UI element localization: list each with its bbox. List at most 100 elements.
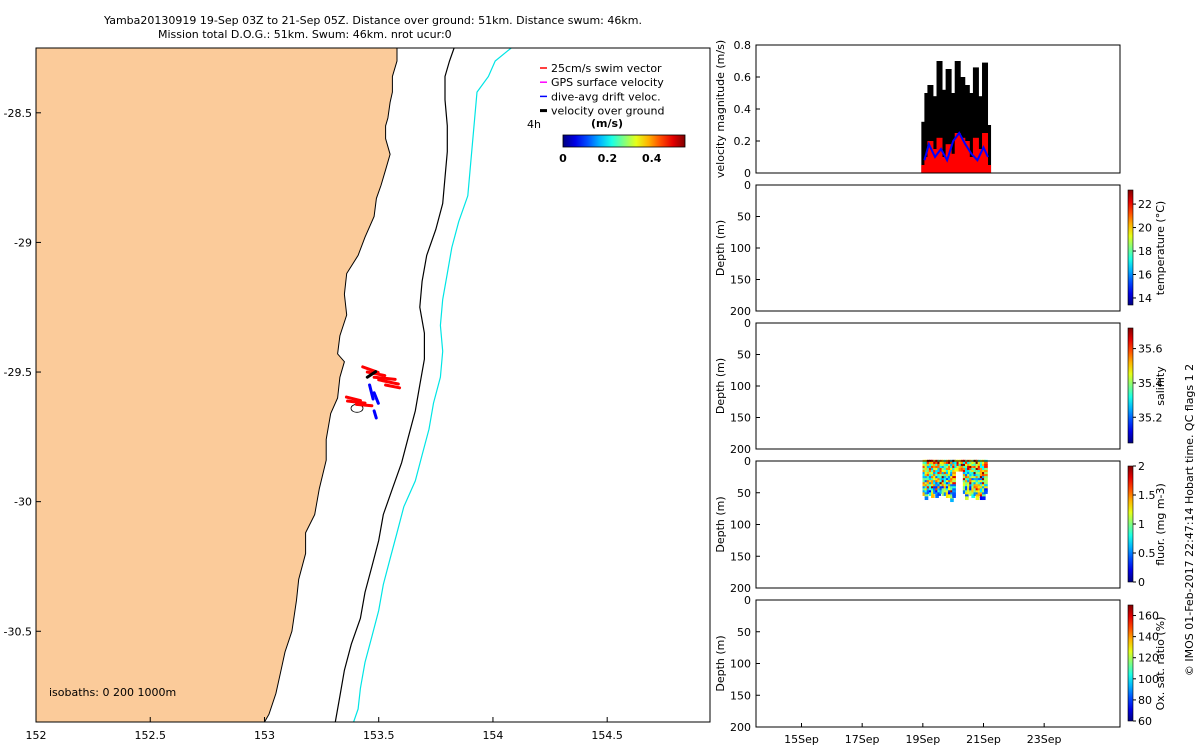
fluor-sample [965,469,969,474]
fluor-sample [982,480,986,484]
fluor-sample [975,472,980,476]
velocity-vog-bar [963,85,970,173]
fluor-sample [922,476,927,480]
velocity-vog-bar [959,77,966,173]
fluor-sample [935,478,939,482]
speed-colorbar [562,134,686,148]
fluor-sample [945,463,950,468]
fluor-sample [950,498,954,503]
fluor-sample [939,476,944,480]
fluor-sample [941,476,946,480]
map-y-tick-label: -28.5 [4,107,32,120]
fluor-sample [956,463,961,468]
colorbar-tick-label: 14 [1138,292,1152,305]
fluor-sample [939,488,944,492]
fluor-sample [935,469,939,474]
fluor-sample [937,474,942,478]
fluor-sample [926,472,931,476]
fluor-sample [984,486,988,490]
fluor-sample [969,486,973,490]
fluor-sample [922,490,927,494]
colorbar-tick-label: 18 [1138,245,1152,258]
fluor-sample [971,488,975,492]
depth-y-tick-label: 150 [730,412,751,425]
fluor-sample [926,459,931,464]
fluor-sample [928,482,933,486]
fluor-sample [969,488,973,492]
fluor-sample [965,476,969,480]
fluor-sample [928,469,933,474]
colorbar-tick-label: 120 [1138,652,1159,665]
fluor-sample [945,480,950,484]
fluor-sample [962,476,967,480]
fluor-sample [984,474,988,478]
fluor-sample [960,459,965,464]
fluor-sample [971,472,975,476]
fluor-sample [984,461,988,466]
fluor-sample [977,472,982,476]
fluor-sample [945,494,950,498]
fluor-sample [973,461,978,466]
fluor-sample [971,492,975,496]
fluor-sample [926,467,931,472]
fluor-sample [965,467,969,472]
fluor-sample [965,461,969,466]
colorbar-tick-label: 0.5 [1138,547,1156,560]
fluor-sample [962,472,967,476]
fluor-sample [941,467,946,472]
fluor-sample [982,465,986,470]
fluor-sample [922,469,927,474]
speed-colorbar-tick-label: 0.4 [642,152,662,165]
fluor-sample [979,463,984,468]
fluor-sample [979,465,984,470]
track-vector [344,395,362,403]
fluor-sample [922,474,927,478]
colorbar-tick-label: 80 [1138,694,1152,707]
track-vector [365,370,387,378]
speed-colorbar-label: (m/s) [591,117,623,130]
legend-label: velocity over ground [551,105,664,118]
fluor-sample [941,478,946,482]
fluor-sample [973,467,978,472]
time-x-tick-label: 19Sep [905,733,940,746]
depth-y-tick-label: 200 [730,443,751,456]
fluor-sample [935,463,939,468]
fluor-sample [969,474,973,478]
fluor-sample [935,484,939,488]
fluor-sample [937,482,942,486]
time-x-tick-label: 15Sep [784,733,819,746]
depth-ylabel: Depth (m) [714,358,727,414]
fluor-sample [943,478,948,482]
depth-panel-fluor: 0 50 100 150 200 Depth (m) 0 0.5 1 1.5 2 fluor. (mg… [714,455,1167,595]
fluor-sample [924,461,929,466]
fluor-sample [956,465,961,470]
fluor-sample [969,482,973,486]
fluor-sample [979,496,984,501]
fluor-sample [931,459,935,464]
velocity-swim-bar [968,157,975,173]
fluor-sample [971,463,975,468]
fluor-sample [969,463,973,468]
fluor-sample [926,480,931,484]
depth-y-tick-label: 150 [730,689,751,702]
fluor-sample [933,461,937,466]
fluor-sample [939,486,944,490]
fluor-sample [935,461,939,466]
fluor-sample [960,463,965,468]
fluor-sample [984,478,988,482]
fluor-sample [962,490,967,494]
velocity-vog-bar [936,61,943,173]
fluor-sample [931,469,935,474]
fluor-sample [950,461,954,466]
fluor-sample [982,478,986,482]
fluor-sample [969,469,973,474]
fluor-sample [965,486,969,490]
fluor-sample [979,484,984,488]
track-vector [365,370,378,379]
fluor-sample [967,476,971,480]
fluor-sample [922,484,927,488]
fluor-sample [937,459,942,464]
fluor-sample [977,467,982,472]
fluor-sample [973,488,978,492]
fluor-sample [962,478,967,482]
